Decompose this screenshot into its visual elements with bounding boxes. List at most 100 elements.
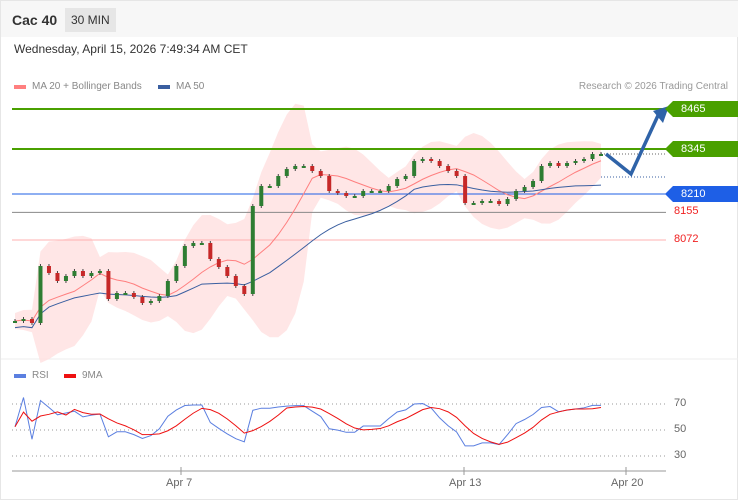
x-tick-label: Apr 13	[449, 477, 482, 489]
candle	[72, 271, 77, 276]
candle	[301, 166, 306, 168]
candle	[522, 187, 527, 191]
candle	[165, 281, 170, 296]
legend-ma9-label: 9MA	[82, 370, 103, 381]
candle	[514, 191, 519, 199]
candle	[46, 266, 51, 273]
candle	[412, 161, 417, 176]
rsi-line	[14, 397, 601, 447]
candle	[310, 166, 315, 171]
candle	[327, 176, 332, 191]
legend-ma9: 9MA	[64, 370, 103, 381]
candle	[174, 266, 179, 281]
instrument-title: Cac 40	[12, 12, 58, 28]
candle	[318, 171, 323, 176]
candle	[556, 163, 561, 166]
credit: Research © 2026 Trading Central	[578, 81, 728, 92]
candle	[505, 199, 510, 204]
rsi-tick-label: 70	[674, 397, 687, 409]
candle	[267, 186, 272, 188]
candle	[471, 203, 476, 205]
price-label-8210: 8210	[665, 186, 738, 202]
candle	[140, 297, 145, 303]
candle	[284, 169, 289, 176]
candle	[242, 286, 247, 294]
candle	[259, 186, 264, 206]
candle	[97, 271, 102, 273]
candle	[565, 163, 570, 166]
candle	[437, 161, 442, 166]
candle	[208, 243, 213, 259]
legend-ma20-label: MA 20 + Bollinger Bands	[32, 81, 142, 92]
candle	[531, 181, 536, 187]
legend-rsi: RSI	[14, 370, 49, 381]
candle	[599, 154, 603, 156]
ma50-line	[14, 183, 602, 329]
candle	[123, 293, 128, 295]
candle	[548, 163, 553, 166]
price-label-8155: 8155	[674, 205, 699, 218]
candle	[21, 319, 26, 321]
candle	[420, 159, 425, 161]
candle	[38, 266, 43, 323]
timestamp: Wednesday, April 15, 2026 7:49:34 AM CET	[14, 42, 248, 56]
bollinger-band	[15, 103, 601, 363]
candle	[55, 273, 60, 281]
candle	[114, 293, 119, 299]
legend-ma20: MA 20 + Bollinger Bands	[14, 81, 142, 92]
candle	[446, 166, 451, 171]
candle	[63, 276, 68, 281]
candle	[131, 293, 136, 297]
candle	[250, 206, 255, 294]
ma20-line	[14, 160, 602, 322]
candle	[157, 296, 162, 301]
candle	[429, 159, 434, 161]
candle	[352, 196, 357, 198]
candle	[29, 319, 34, 323]
candle	[148, 301, 153, 303]
rsi-swatch	[14, 373, 26, 378]
candle	[361, 191, 366, 196]
rsi-tick-label: 30	[674, 449, 687, 461]
ma50-swatch	[158, 84, 170, 89]
candle	[378, 191, 383, 193]
candle	[344, 193, 349, 196]
candle	[488, 201, 493, 203]
candle	[539, 166, 544, 181]
candle	[106, 271, 111, 299]
x-tick-label: Apr 20	[611, 477, 644, 489]
candle	[182, 246, 187, 266]
header-bar	[1, 1, 738, 37]
candle	[582, 159, 587, 161]
legend-ma50: MA 50	[158, 81, 204, 92]
rsi-tick-label: 50	[674, 423, 687, 435]
candle	[369, 191, 374, 193]
candle	[480, 201, 485, 203]
price-label-8072: 8072	[674, 233, 699, 245]
ma20-swatch	[14, 84, 26, 89]
candle	[454, 171, 459, 176]
candle	[225, 267, 230, 276]
price-label-8465: 8465	[665, 101, 738, 117]
candle	[293, 166, 298, 169]
forecast-arrow	[604, 108, 663, 177]
ma9-swatch	[64, 373, 76, 378]
candle	[233, 276, 238, 286]
candle	[89, 273, 94, 276]
candle	[335, 191, 340, 193]
candle	[199, 243, 204, 245]
candle	[463, 176, 468, 203]
candle	[395, 179, 400, 186]
candle	[573, 161, 578, 163]
legend-rsi-label: RSI	[32, 370, 49, 381]
candle	[497, 201, 502, 204]
candle	[80, 271, 85, 276]
candle	[403, 176, 408, 179]
legend-ma50-label: MA 50	[176, 81, 205, 92]
timeframe-button[interactable]: 30 MIN	[65, 8, 116, 32]
candle	[216, 259, 221, 267]
candle	[191, 243, 196, 246]
x-tick-label: Apr 7	[166, 477, 193, 489]
rsi-9ma-line	[14, 406, 602, 445]
